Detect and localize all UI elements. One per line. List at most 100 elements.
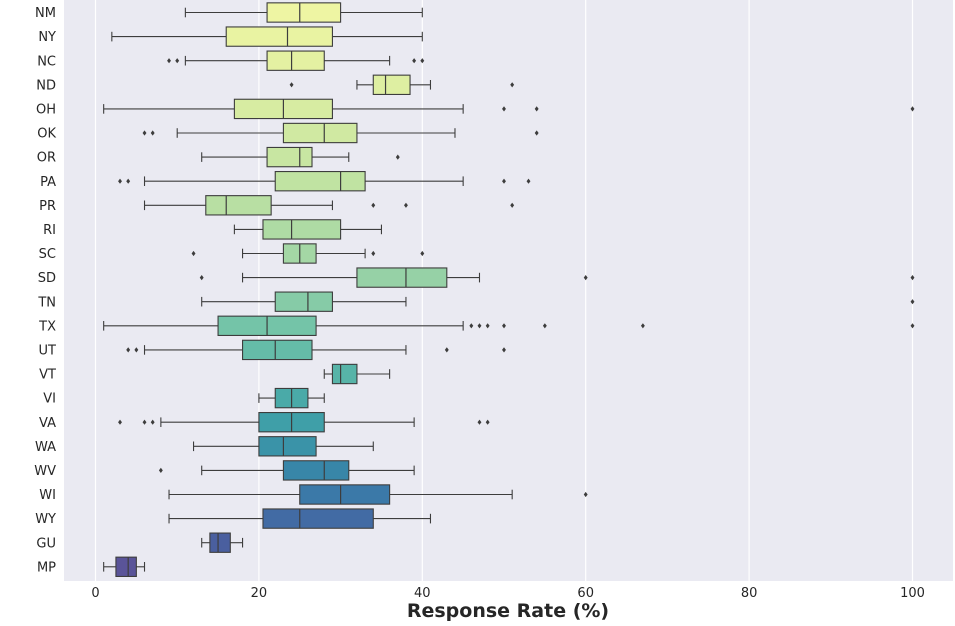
outlier-point bbox=[371, 250, 376, 257]
iqr-box bbox=[258, 436, 317, 457]
outlier-point bbox=[477, 323, 482, 329]
grid-lines bbox=[94, 0, 914, 581]
box-group-wy bbox=[168, 508, 432, 529]
y-tick-label: OR bbox=[37, 151, 56, 166]
outlier-point bbox=[526, 178, 531, 184]
y-tick-label: ND bbox=[36, 78, 56, 93]
outlier-point bbox=[191, 250, 196, 257]
outlier-point bbox=[142, 130, 147, 136]
outlier-point bbox=[199, 275, 204, 281]
outlier-point bbox=[583, 275, 588, 281]
outlier-point bbox=[640, 323, 645, 329]
y-tick-label: WI bbox=[39, 488, 56, 503]
box-group-mp bbox=[103, 556, 146, 578]
y-tick-label: GU bbox=[36, 536, 56, 551]
y-tick-label: TN bbox=[37, 295, 56, 310]
iqr-box bbox=[274, 291, 333, 312]
box-group-gu bbox=[201, 532, 244, 553]
iqr-box bbox=[299, 484, 391, 505]
outlier-point bbox=[477, 419, 482, 425]
y-tick-label: TX bbox=[38, 319, 56, 334]
y-tick-label: SC bbox=[39, 247, 56, 262]
iqr-box bbox=[274, 171, 366, 192]
box-group-ok bbox=[142, 122, 539, 144]
x-tick-label: 0 bbox=[91, 586, 99, 601]
outlier-point bbox=[510, 82, 515, 88]
box-group-wi bbox=[168, 484, 588, 505]
outlier-point bbox=[510, 202, 515, 208]
outlier-point bbox=[910, 106, 915, 112]
outlier-point bbox=[910, 323, 915, 329]
box-group-tn bbox=[201, 291, 915, 312]
outlier-point bbox=[142, 419, 147, 425]
box-group-vi bbox=[258, 387, 325, 409]
y-tick-label: VA bbox=[39, 416, 56, 431]
iqr-box bbox=[242, 339, 313, 361]
y-tick-label: PR bbox=[39, 199, 56, 214]
box-group-wa bbox=[192, 436, 374, 457]
y-tick-labels: NM NY NC ND OH OK OR PA PR RI SC SD TN TX UT VT VI VA WA WV… bbox=[34, 6, 56, 575]
iqr-box bbox=[225, 26, 333, 47]
outlier-point bbox=[910, 275, 915, 281]
box-group-va bbox=[118, 411, 490, 433]
iqr-box bbox=[262, 219, 342, 240]
box-group-sc bbox=[191, 243, 425, 264]
x-tick-label: 100 bbox=[900, 586, 925, 601]
outlier-point bbox=[158, 467, 163, 473]
boxes-layer bbox=[103, 2, 915, 578]
y-tick-label: MP bbox=[37, 560, 56, 575]
outlier-point bbox=[502, 178, 506, 184]
outlier-point bbox=[485, 323, 490, 329]
outlier-point bbox=[542, 323, 547, 329]
x-tick-label: 60 bbox=[577, 586, 594, 601]
outlier-point bbox=[167, 58, 171, 64]
outlier-point bbox=[395, 154, 400, 160]
outlier-point bbox=[469, 323, 474, 329]
box-group-tx bbox=[103, 315, 915, 336]
outlier-point bbox=[485, 419, 490, 425]
iqr-box bbox=[266, 2, 342, 23]
y-tick-label: NY bbox=[38, 30, 56, 45]
iqr-box bbox=[282, 122, 358, 144]
outlier-point bbox=[420, 250, 425, 257]
iqr-box bbox=[266, 146, 313, 168]
outlier-point bbox=[534, 130, 539, 136]
y-tick-label: UT bbox=[39, 344, 57, 359]
y-tick-label: OK bbox=[37, 127, 56, 142]
iqr-box bbox=[115, 556, 137, 578]
outlier-point bbox=[150, 130, 155, 136]
y-tick-label: NM bbox=[35, 6, 56, 21]
outlier-point bbox=[134, 347, 139, 353]
y-tick-label: SD bbox=[38, 271, 56, 286]
outlier-point bbox=[289, 82, 294, 88]
outlier-point bbox=[583, 491, 588, 498]
outlier-point bbox=[502, 323, 506, 329]
box-group-nc bbox=[167, 50, 425, 71]
iqr-box bbox=[262, 508, 374, 529]
outlier-point bbox=[444, 347, 449, 353]
iqr-box bbox=[209, 532, 231, 553]
iqr-box bbox=[356, 267, 448, 288]
x-tick-label: 20 bbox=[251, 586, 268, 601]
box-group-oh bbox=[103, 98, 915, 120]
x-tick-label: 80 bbox=[741, 586, 758, 601]
y-tick-label: VI bbox=[43, 392, 56, 407]
x-tick-labels: 0 20 40 60 80 100 bbox=[91, 586, 925, 601]
outlier-point bbox=[118, 178, 122, 184]
y-tick-label: RI bbox=[43, 223, 56, 238]
y-tick-label: PA bbox=[40, 175, 56, 190]
iqr-box bbox=[282, 460, 350, 481]
outlier-point bbox=[534, 106, 539, 112]
box-group-ri bbox=[233, 219, 383, 240]
y-tick-label: OH bbox=[36, 103, 56, 118]
y-tick-label: VT bbox=[39, 368, 56, 383]
outlier-point bbox=[502, 347, 506, 353]
x-tick-label: 40 bbox=[414, 586, 431, 601]
box-group-sd bbox=[199, 267, 915, 288]
outlier-point bbox=[371, 202, 376, 208]
iqr-box bbox=[372, 74, 411, 96]
y-tick-label: NC bbox=[37, 54, 56, 69]
box-group-wv bbox=[158, 460, 415, 481]
